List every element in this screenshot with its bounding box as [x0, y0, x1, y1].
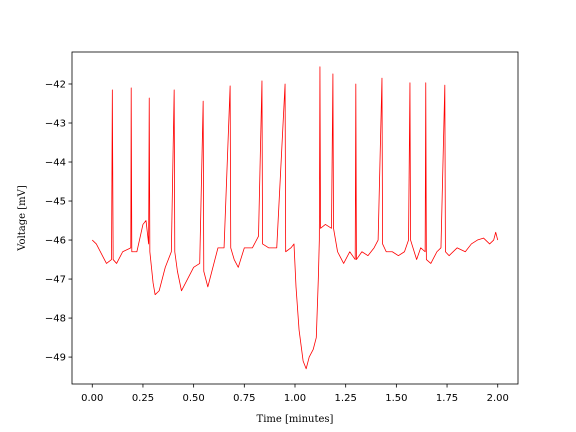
x-tick-label: 2.00 — [487, 393, 509, 404]
x-tick-label: 0.50 — [183, 393, 205, 404]
y-tick-label: −48 — [45, 314, 66, 325]
x-tick-label: 0.75 — [233, 393, 255, 404]
x-axis-label: Time [minutes] — [257, 414, 334, 425]
x-tick-label: 0.00 — [81, 393, 103, 404]
y-tick-label: −45 — [45, 197, 66, 208]
y-tick-label: −42 — [45, 79, 66, 90]
x-tick-label: 1.50 — [385, 393, 407, 404]
y-tick-label: −44 — [45, 158, 66, 169]
voltage-trace — [91, 66, 499, 370]
x-tick-label: 1.00 — [284, 393, 306, 404]
y-tick-label: −49 — [45, 353, 66, 364]
x-tick-label: 1.25 — [335, 393, 357, 404]
x-tick-label: 1.75 — [436, 393, 458, 404]
x-tick-label: 0.25 — [132, 393, 154, 404]
y-tick-label: −46 — [45, 236, 66, 247]
y-tick-label: −47 — [45, 275, 66, 286]
plot-frame — [71, 51, 519, 385]
y-axis-label: Voltage [mV] — [17, 185, 28, 252]
y-tick-label: −43 — [45, 119, 66, 130]
